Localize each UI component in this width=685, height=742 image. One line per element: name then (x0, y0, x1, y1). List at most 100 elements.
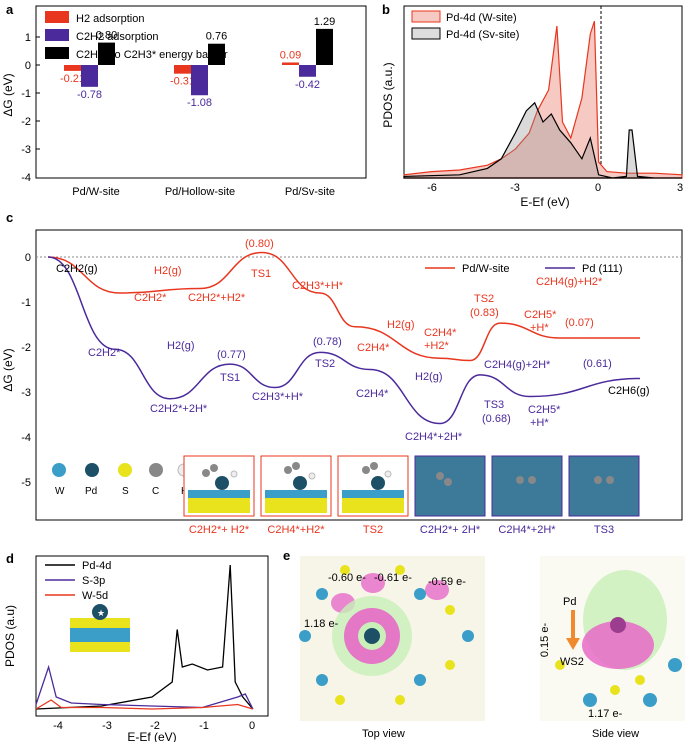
label-ts2-red-val: (0.83) (470, 307, 499, 319)
label-ts1-val: (0.80) (245, 238, 274, 250)
b-xtick-neg6: -6 (427, 182, 437, 194)
data-label-h2-2: 0.09 (280, 49, 301, 61)
panel-d-legend: Pd-4d S-3p W-5d (45, 560, 111, 602)
c-ytick-neg3: -3 (21, 387, 31, 399)
panel-c-legend: Pd/W-site Pd (111) (425, 263, 623, 275)
star-icon: ★ (97, 608, 105, 618)
struct-label-1: C2H2*+ H2* (189, 524, 250, 536)
d-xtick-neg1: -1 (199, 720, 209, 732)
panel-c-black-labels: C2H2(g) C2H6(g) (56, 263, 650, 397)
legend-label-c2h2: C2H2 adsorption (76, 31, 159, 43)
pathway-pd111 (47, 256, 641, 425)
thumb-3 (337, 455, 409, 517)
b-xtick-3: 3 (677, 182, 683, 194)
ws2-label: WS2 (560, 656, 584, 668)
label-c2h4h2-a: C2H4* (424, 327, 457, 339)
thumb-4 (414, 455, 486, 517)
bar-h2-0 (64, 65, 81, 71)
panel-c: c ΔG (eV) 0 -1 -2 -3 -4 -5 Pd/W-site Pd … (1, 210, 683, 536)
bar-barrier-1 (208, 43, 225, 65)
panel-label-b: b (382, 2, 390, 17)
label-c2h5-blue-b: +H* (530, 417, 549, 429)
legend-swatch-w-site (411, 10, 441, 23)
atom-s-label: S (122, 486, 129, 497)
charge-4: 1.18 e- (304, 618, 339, 630)
d-xtick-neg3: -3 (102, 720, 112, 732)
panel-b-xlabel: E-Ef (eV) (520, 195, 569, 209)
d-xtick-0: 0 (249, 720, 255, 732)
label-c2h5-red-b: +H* (530, 322, 549, 334)
label-ts3: TS3 (484, 399, 504, 411)
label-ts3-val: (0.68) (482, 413, 511, 425)
panel-a-ylabel: ΔG (eV) (1, 73, 15, 116)
panel-d-curves (35, 564, 254, 710)
label-c2h2-2h: C2H2*+2H* (150, 403, 208, 415)
label-h2g-2: H2(g) (387, 319, 415, 331)
c-ytick-neg1: -1 (21, 297, 31, 309)
structure-thumbnails (183, 455, 640, 517)
struct-label-5: C2H4*+2H* (498, 524, 556, 536)
legend-w-site: Pd/W-site (462, 263, 509, 275)
charge-1: -0.60 e- (328, 572, 366, 584)
data-label-h2-1: -0.31 (170, 76, 195, 88)
label-c2h4g-2h: C2H4(g)+2H* (484, 359, 551, 371)
label-ts1-blue-val: (0.77) (217, 349, 246, 361)
legend-label-sv-site: Pd-4d (Sv-site) (446, 29, 519, 41)
label-h2g-blue2: H2(g) (415, 371, 443, 383)
charge-2: -0.61 e- (374, 572, 412, 584)
ytick-0: 0 (25, 60, 31, 72)
atom-s-icon (118, 463, 132, 477)
pdos-d-series-1 (35, 664, 254, 710)
panel-d-xlabel: E-Ef (eV) (127, 730, 176, 742)
label-ts2-red: TS2 (474, 293, 494, 305)
label-ts2-blue-val: (0.78) (313, 336, 342, 348)
panel-a: a 1 0 -1 -2 -3 -4 ΔG (eV) H2 adsorption … (1, 2, 367, 198)
thumb-6 (568, 455, 640, 517)
panel-b: b PDOS (a.u.) -6 -3 0 3 E-Ef (eV) Pd-4d … (381, 2, 683, 209)
label-c2h4h2-b: +H2* (424, 340, 449, 352)
b-xtick-0: 0 (595, 182, 601, 194)
charge-6: 1.17 e- (588, 708, 623, 720)
panel-a-bars: -0.21 -0.31 0.09 -0.78 -1.08 -0.42 0.80 0.76 1.2… (60, 16, 335, 109)
xcat-w-site: Pd/W-site (72, 186, 119, 198)
panel-d-inset-structure: ★ (70, 604, 130, 652)
d-xtick-neg2: -2 (150, 720, 160, 732)
label-c2h2h2-red: C2H2*+H2* (188, 292, 246, 304)
ytick-neg3: -3 (21, 144, 31, 156)
thumb-5 (491, 455, 563, 517)
structure-labels: C2H2*+ H2* C2H4*+H2* TS2 C2H2*+ 2H* C2H4… (189, 524, 614, 536)
pdos-series-0 (403, 21, 683, 179)
ytick-neg1: -1 (21, 88, 31, 100)
legend-label-h2: H2 adsorption (76, 13, 145, 25)
pdos-d-series-0 (35, 564, 254, 710)
charge-5: 0.15 e- (539, 623, 551, 658)
data-label-c2h2-1: -1.08 (187, 97, 212, 109)
panel-b-legend: Pd-4d (W-site) Pd-4d (Sv-site) (411, 10, 519, 41)
legend-s-3p: S-3p (82, 575, 105, 587)
legend-pd-4d: Pd-4d (82, 560, 111, 572)
legend-w-5d: W-5d (82, 590, 108, 602)
label-start: C2H2(g) (56, 263, 98, 275)
panel-label-c: c (6, 210, 13, 225)
atom-c-icon (149, 463, 163, 477)
bar-barrier-0 (98, 42, 115, 65)
panel-d-xticks: -4 -3 -2 -1 0 (53, 720, 255, 732)
pdos-series-1 (403, 101, 682, 179)
struct-label-3: TS2 (363, 524, 383, 536)
data-label-barrier-0: 0.80 (96, 30, 117, 42)
label-c2h4-red: C2H4* (357, 342, 390, 354)
pd-label: Pd (563, 596, 576, 608)
label-c2h4g: C2H4(g)+H2* (536, 276, 603, 288)
panel-label-a: a (6, 2, 14, 17)
label-ts2-blue: TS2 (315, 358, 335, 370)
panel-a-yticks: 1 0 -1 -2 -3 -4 (21, 32, 31, 184)
top-view-labels: -0.60 e- -0.61 e- -0.59 e- 1.18 e- Top v… (304, 572, 466, 740)
atom-c-label: C (152, 486, 159, 497)
label-c2h4-blue: C2H4* (356, 388, 389, 400)
panel-c-red-labels: H2(g) C2H2* C2H2*+H2* (0.80) TS1 C2H3*+H… (134, 238, 603, 354)
top-view-label: Top view (362, 728, 405, 740)
label-h2g-1: H2(g) (154, 265, 182, 277)
ytick-neg4: -4 (21, 172, 31, 184)
panel-c-yticks: 0 -1 -2 -3 -4 -5 (21, 252, 31, 489)
